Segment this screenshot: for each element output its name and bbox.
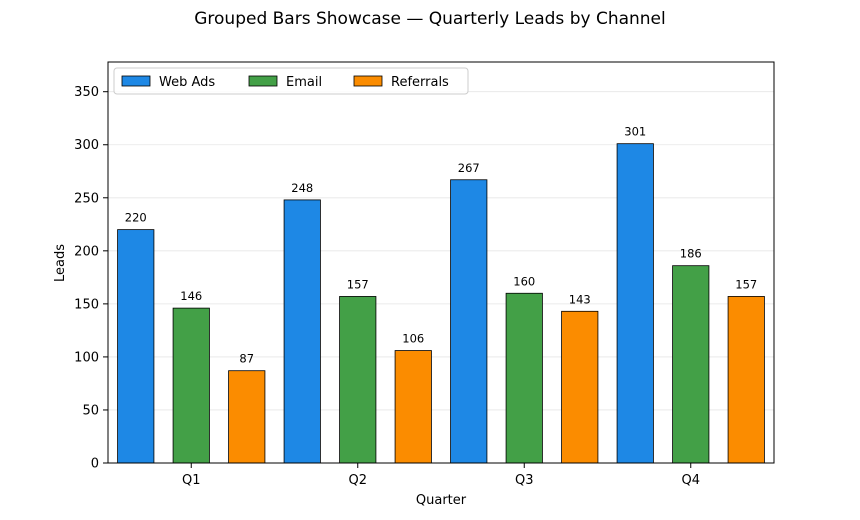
legend: Web Ads Email Referrals bbox=[113, 67, 469, 95]
y-tick-label: 150 bbox=[74, 297, 99, 312]
bar-value-label: 87 bbox=[239, 352, 254, 366]
legend-label: Referrals bbox=[391, 75, 449, 90]
legend-box bbox=[113, 67, 469, 95]
y-tick-label: 50 bbox=[82, 403, 99, 418]
x-tick-label: Q1 bbox=[182, 473, 201, 488]
x-axis-label: Quarter bbox=[416, 493, 467, 508]
legend-label: Email bbox=[286, 75, 322, 90]
legend-label: Web Ads bbox=[159, 75, 215, 90]
y-tick-label: 100 bbox=[74, 350, 99, 365]
bar-referrals-q4 bbox=[727, 296, 765, 464]
bar-value-label: 157 bbox=[735, 277, 757, 291]
bar-email-q1 bbox=[172, 307, 210, 464]
y-tick-label: 350 bbox=[74, 85, 99, 100]
bar-value-label: 220 bbox=[125, 211, 147, 225]
legend-swatch bbox=[121, 75, 151, 87]
bar-web-ads-q3 bbox=[450, 179, 488, 464]
bar-value-label: 106 bbox=[402, 332, 424, 346]
bar-web-ads-q1 bbox=[117, 229, 155, 464]
y-axis-label: Leads bbox=[53, 244, 68, 282]
x-axis-ticks: Q1 Q2 Q3 Q4 bbox=[182, 463, 700, 488]
legend-swatch bbox=[248, 75, 278, 87]
y-axis-ticks: 0 50 100 150 200 250 300 350 bbox=[74, 85, 108, 472]
x-tick-label: Q3 bbox=[515, 473, 534, 488]
x-tick-label: Q2 bbox=[348, 473, 367, 488]
plot-area-frame bbox=[107, 61, 775, 464]
bar-value-label: 267 bbox=[458, 161, 480, 175]
bar-value-label: 248 bbox=[291, 181, 313, 195]
chart-title: Grouped Bars Showcase — Quarterly Leads … bbox=[194, 9, 666, 29]
bar-value-label: 301 bbox=[624, 125, 646, 139]
bar-value-label: 157 bbox=[347, 277, 369, 291]
bar-email-q3 bbox=[505, 292, 543, 464]
bar-web-ads-q2 bbox=[283, 199, 321, 464]
x-tick-label: Q4 bbox=[681, 473, 700, 488]
y-tick-label: 0 bbox=[91, 457, 99, 472]
y-tick-label: 250 bbox=[74, 191, 99, 206]
y-tick-label: 200 bbox=[74, 244, 99, 259]
bar-referrals-q1 bbox=[228, 370, 266, 464]
bar-web-ads-q4 bbox=[616, 143, 654, 464]
bar-email-q2 bbox=[339, 296, 377, 464]
y-tick-label: 300 bbox=[74, 138, 99, 153]
legend-swatch bbox=[353, 75, 383, 87]
bar-data-labels: 220 146 87 248 157 106 267 160 143 301 186 157 bbox=[125, 125, 757, 366]
bar-referrals-q3 bbox=[561, 310, 599, 464]
bars bbox=[117, 143, 765, 464]
bar-value-label: 146 bbox=[180, 289, 202, 303]
bar-value-label: 160 bbox=[513, 274, 535, 288]
bar-referrals-q2 bbox=[394, 350, 432, 464]
bar-email-q4 bbox=[672, 265, 710, 464]
bar-value-label: 143 bbox=[569, 292, 591, 306]
bar-value-label: 186 bbox=[680, 247, 702, 261]
